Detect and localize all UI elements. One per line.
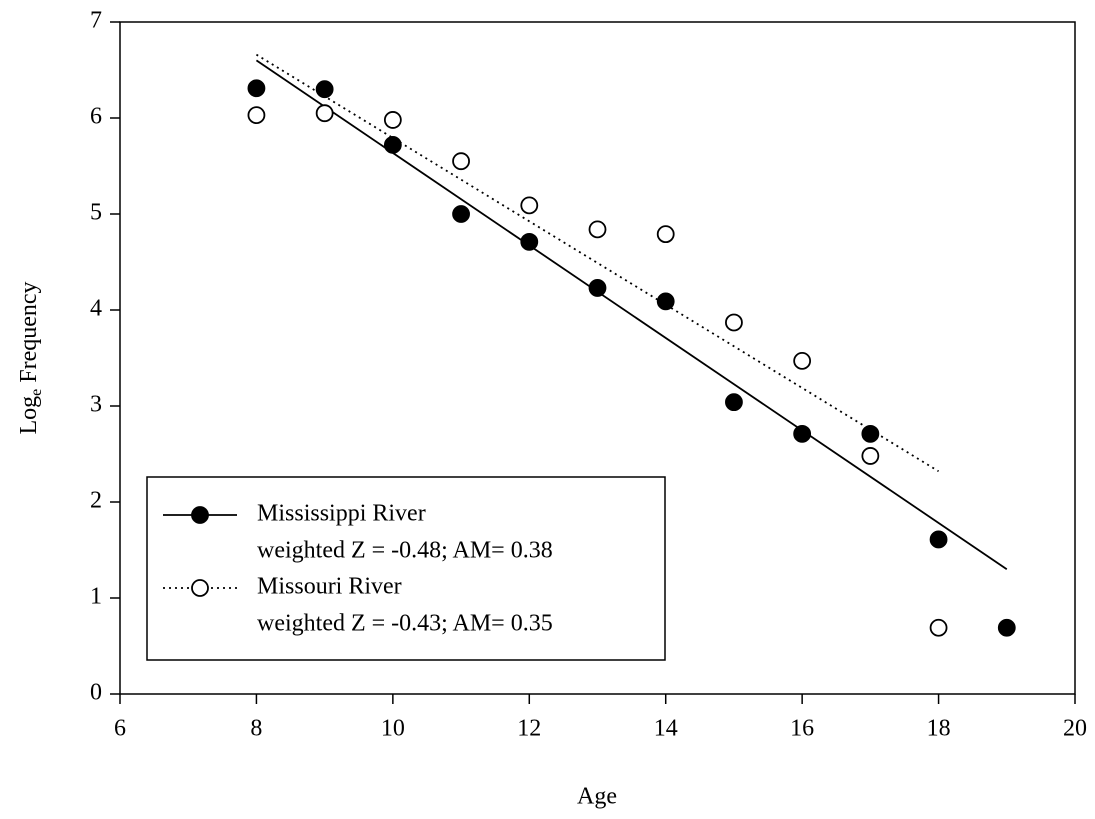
x-tick-label: 16 — [790, 716, 814, 742]
y-tick-label: 1 — [90, 584, 102, 610]
point — [315, 80, 334, 99]
point — [383, 135, 402, 154]
x-tick-label: 14 — [654, 716, 678, 742]
point — [929, 530, 948, 549]
point — [725, 393, 743, 412]
legend-stats: weighted Z = -0.48; AM= 0.38 — [257, 538, 553, 564]
legend-marker — [191, 579, 209, 597]
point — [383, 111, 402, 129]
y-axis-label: Loge Frequency — [16, 281, 45, 434]
point — [247, 106, 266, 125]
point — [452, 205, 470, 223]
legend-marker — [191, 506, 209, 524]
point — [861, 447, 880, 465]
point — [588, 279, 607, 297]
y-tick-label: 2 — [90, 488, 102, 514]
point — [656, 292, 675, 311]
y-tick-label: 5 — [90, 200, 102, 226]
point — [997, 618, 1016, 637]
x-tick-label: 12 — [517, 716, 541, 742]
point — [793, 351, 812, 370]
y-tick-label: 3 — [90, 392, 102, 418]
point — [861, 424, 880, 443]
legend-box — [146, 476, 666, 661]
point — [520, 232, 539, 251]
x-tick-label: 8 — [250, 716, 262, 742]
x-tick-label: 18 — [927, 716, 951, 742]
x-tick-label: 6 — [114, 716, 126, 742]
x-tick-label: 10 — [381, 716, 405, 742]
point — [315, 104, 334, 123]
point — [929, 618, 948, 637]
plot-frame — [119, 21, 1076, 695]
point — [588, 220, 607, 239]
y-label-main: Log — [16, 396, 42, 435]
point — [656, 225, 675, 244]
point — [247, 79, 266, 98]
y-label-sub: e — [28, 389, 45, 396]
y-tick-label: 6 — [90, 104, 102, 130]
point — [452, 152, 470, 171]
x-axis-label: Age — [577, 784, 617, 810]
y-tick-label: 0 — [90, 680, 102, 706]
legend-stats: weighted Z = -0.43; AM= 0.35 — [257, 611, 553, 637]
legend-label: Mississippi River — [257, 501, 426, 527]
fit-line — [255, 59, 1008, 570]
fit-line — [255, 53, 940, 473]
point — [725, 313, 743, 332]
point — [793, 424, 812, 443]
legend-label: Missouri River — [257, 574, 402, 600]
y-tick-label: 4 — [90, 296, 102, 322]
y-label-rest: Frequency — [16, 281, 42, 388]
point — [520, 196, 539, 215]
y-tick-label: 7 — [90, 8, 102, 34]
x-tick-label: 20 — [1063, 716, 1087, 742]
